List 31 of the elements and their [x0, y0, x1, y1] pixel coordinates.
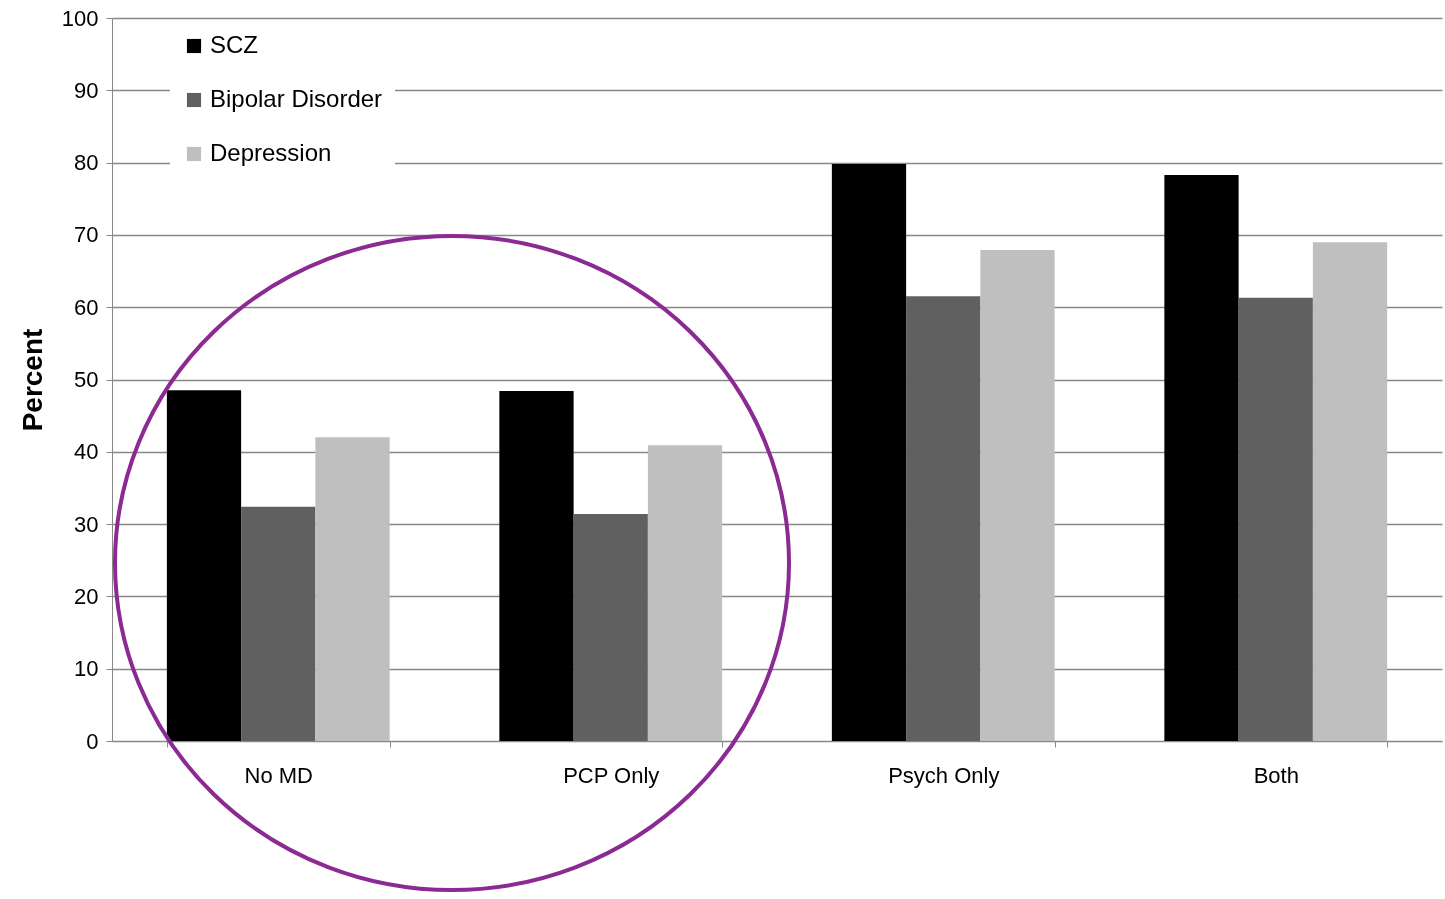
y-tick-label: 90: [74, 77, 99, 103]
y-tick-label: 0: [86, 728, 99, 754]
bar: [573, 513, 648, 741]
legend-label: SCZ: [210, 31, 258, 58]
y-tick-label: 60: [74, 294, 99, 320]
legend-label: Depression: [210, 139, 332, 166]
bar: [1312, 242, 1388, 741]
bar: [906, 296, 981, 741]
x-tick-label: Both: [1253, 762, 1299, 788]
bar: [241, 506, 316, 741]
bar: [499, 391, 574, 741]
bar: [315, 437, 390, 741]
x-tick-label: Psych Only: [888, 762, 1000, 788]
y-tick-label: 20: [74, 583, 99, 609]
legend-label: Bipolar Disorder: [210, 85, 383, 112]
x-tick-label: No MD: [244, 762, 313, 788]
bar: [1238, 297, 1313, 741]
y-tick-label: 30: [74, 511, 99, 537]
y-tick-label: 40: [74, 439, 99, 465]
x-tick-label: PCP Only: [563, 762, 660, 788]
bar: [166, 390, 242, 741]
bar: [980, 250, 1055, 741]
y-axis-title: Percent: [16, 328, 48, 432]
y-tick-label: 80: [74, 150, 99, 176]
bar: [1164, 174, 1239, 741]
bar: [831, 164, 907, 741]
bar: [647, 445, 723, 741]
y-tick-label: 50: [74, 367, 99, 392]
y-tick-label: 100: [61, 5, 99, 31]
y-tick-label: 10: [74, 656, 99, 682]
y-tick-label: 70: [74, 222, 99, 248]
